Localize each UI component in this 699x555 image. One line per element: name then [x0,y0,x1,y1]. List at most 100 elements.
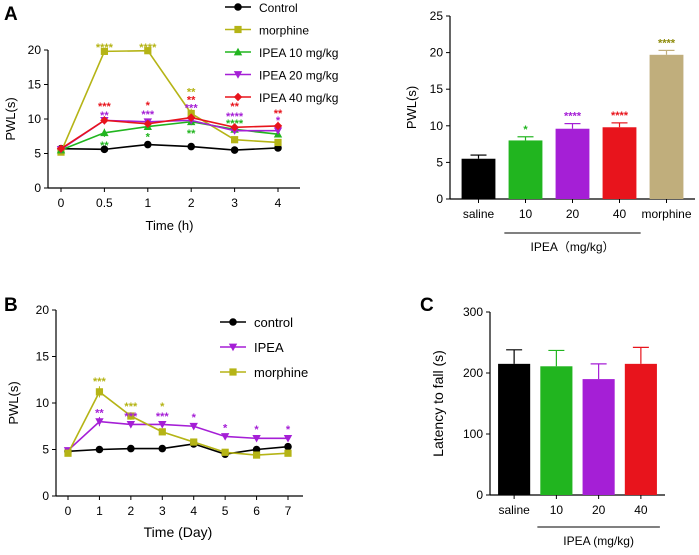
bar-0 [498,363,531,495]
data-point [100,116,109,125]
x-tick-label: 3 [231,196,238,210]
data-point [273,127,283,135]
data-point [283,434,293,443]
x-tick-label: 1 [144,196,151,210]
x-tick-label: 3 [159,504,166,518]
series-line-1 [60,49,279,153]
legend-label: IPEA 40 mg/kg [259,91,338,105]
series-line-4 [60,116,279,150]
y-tick-label: 5 [34,147,41,161]
data-point [273,121,283,131]
x-tick-label: 4 [275,196,282,210]
y-tick-label: 15 [36,350,50,364]
significance-label: *** [124,401,138,413]
data-point [100,128,109,137]
data-point [143,119,152,129]
data-point [64,449,72,457]
y-tick-label: 25 [430,9,444,23]
data-point [252,451,261,459]
y-tick-label: 0 [476,488,483,502]
series-line-1 [67,420,288,452]
significance-label: * [254,424,259,436]
x-tick-label: 0 [65,504,72,518]
y-axis-label: Latency to fall (s) [430,350,446,457]
y-tick-label: 10 [28,112,42,126]
data-point [252,445,261,454]
significance-label: * [146,132,151,144]
y-tick-label: 5 [42,443,49,457]
y-tick-label: 0 [436,192,443,206]
legend-marker [229,318,237,326]
data-point [158,421,167,429]
panel-label-a: A [4,4,18,25]
legend-label: IPEA 20 mg/kg [259,69,338,83]
legend-label: IPEA [254,340,284,355]
data-point [187,142,195,151]
significance-label: ** [274,108,283,120]
x-axis-label: Time (Day) [144,524,213,540]
legend-marker [233,71,243,79]
data-point [274,138,282,147]
significance-label: **** [96,42,114,54]
x-tick-label: 2 [128,504,135,518]
data-point [231,136,239,144]
series-line-2 [67,390,289,456]
x-tick-label: saline [463,207,495,221]
bar-3 [602,127,637,199]
x-tick-label: 20 [566,207,580,221]
y-tick-label: 10 [430,119,444,133]
x-tick-label: 0 [58,196,65,210]
legend-label: IPEA 10 mg/kg [259,46,338,60]
data-point [100,145,109,154]
y-axis-label: PWL(s) [6,381,21,424]
data-point [190,438,198,446]
legend-label: morphine [254,365,308,380]
legend-label: control [254,315,293,330]
legend-marker [228,343,238,352]
x-tick-label: 40 [634,503,648,517]
significance-label: **** [226,118,244,130]
data-point [187,113,196,122]
y-tick-label: 0 [42,489,49,503]
x-tick-label: 20 [592,503,606,517]
group-label: IPEA（mg/kg） [530,240,614,254]
significance-label: ** [230,101,239,113]
data-point [189,422,198,431]
bar-3 [624,363,657,495]
y-axis-label: PWL(s) [3,97,18,140]
bar-1 [508,140,543,199]
data-point [127,412,135,420]
significance-label: ** [187,128,196,140]
data-point [158,444,167,453]
series-line-0 [67,443,289,455]
significance-label: ** [187,87,196,99]
chart-c-bar: 0 100 200 300 saline 10 20 40 Latency to fall (… [430,305,665,548]
bar-2 [582,379,615,495]
series-line-0 [60,143,279,151]
significance-label: *** [156,411,170,423]
data-point [230,123,239,132]
x-tick-label: 0.5 [96,196,113,210]
x-tick-label: 4 [190,504,197,518]
y-tick-label: 20 [430,46,444,60]
significance-label: *** [93,376,107,388]
x-tick-label: 2 [188,196,195,210]
data-point [144,140,152,149]
significance-label: * [523,124,528,136]
significance-label: ** [100,110,109,122]
y-tick-label: 200 [463,366,483,380]
y-tick-label: 5 [436,155,443,169]
data-point [221,448,229,456]
data-point [220,433,230,441]
significance-label: *** [98,101,112,113]
panel-label-c: C [420,295,434,316]
legend-marker [233,47,243,56]
y-axis-label: PWL(s) [404,86,419,129]
bar-4 [649,54,684,199]
x-tick-label: morphine [641,207,691,221]
data-point [284,442,292,451]
panel-label-b: B [4,295,18,316]
data-point [144,47,152,55]
